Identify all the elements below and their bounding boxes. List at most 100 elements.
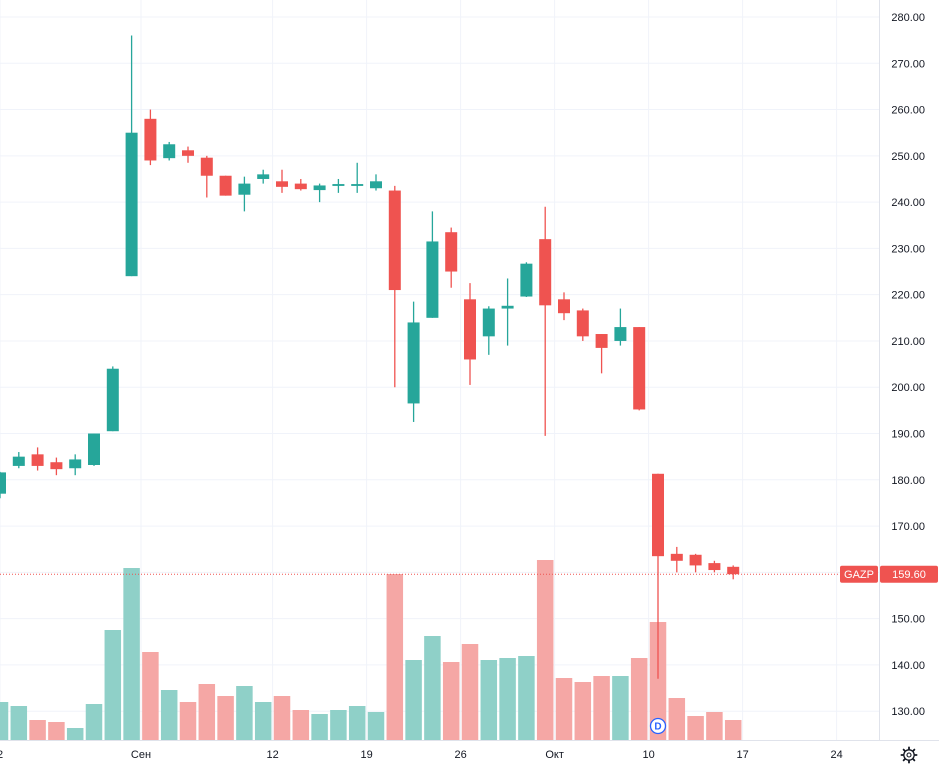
candle[interactable] xyxy=(200,155,213,198)
time-tick-label: 12 xyxy=(266,749,278,761)
candle[interactable] xyxy=(727,565,740,580)
price-tick-label: 210.00 xyxy=(891,336,925,348)
candle[interactable] xyxy=(106,366,119,432)
candle[interactable] xyxy=(125,35,138,277)
volume-bar xyxy=(555,678,573,740)
candle[interactable] xyxy=(558,292,570,321)
volume-bar xyxy=(292,710,310,740)
candle[interactable] xyxy=(332,178,345,193)
candle[interactable] xyxy=(576,308,589,341)
candle[interactable] xyxy=(426,211,439,318)
candle[interactable] xyxy=(0,471,6,499)
event-marker[interactable]: D xyxy=(649,717,667,735)
candle[interactable] xyxy=(88,433,100,466)
candle[interactable] xyxy=(689,553,702,573)
candle[interactable] xyxy=(595,334,608,374)
candle-body xyxy=(464,299,476,360)
time-tick-label: 26 xyxy=(454,749,466,761)
price-badge xyxy=(880,565,938,583)
candle[interactable] xyxy=(652,473,664,679)
candle-body xyxy=(670,553,683,561)
candle[interactable] xyxy=(388,185,401,388)
settings-gear-icon[interactable] xyxy=(900,746,918,764)
candle-body xyxy=(313,185,326,191)
candle-body xyxy=(501,305,514,309)
time-tick-label: 2 xyxy=(0,749,3,761)
candle-body xyxy=(426,241,439,318)
candle-body xyxy=(727,566,740,575)
volume-bar xyxy=(518,656,535,740)
candle[interactable] xyxy=(144,109,157,166)
candles xyxy=(0,35,740,679)
last-price-tag: GAZP 159.60 xyxy=(840,565,938,583)
candle[interactable] xyxy=(12,452,25,469)
candle[interactable] xyxy=(69,454,82,476)
volume-bar xyxy=(66,728,84,740)
dividend-event-icon[interactable] xyxy=(649,717,667,735)
price-tick-label: 240.00 xyxy=(891,197,925,209)
volume-bar xyxy=(330,710,347,740)
candle[interactable] xyxy=(163,141,176,161)
candle-body xyxy=(633,327,646,410)
time-tick-label: 17 xyxy=(736,749,748,761)
candle-body xyxy=(238,183,251,195)
candle[interactable] xyxy=(464,283,476,385)
volume-bar xyxy=(236,686,253,740)
candle[interactable] xyxy=(31,447,44,471)
candle[interactable] xyxy=(520,262,533,297)
candle-body xyxy=(125,132,138,277)
volume-bar xyxy=(724,720,742,740)
candle-body xyxy=(69,459,82,469)
candle-body xyxy=(200,157,213,176)
candle[interactable] xyxy=(238,176,251,212)
candle[interactable] xyxy=(351,162,364,193)
price-tick-label: 190.00 xyxy=(891,429,925,441)
candle-body xyxy=(219,175,232,196)
volume-bar xyxy=(386,574,404,740)
candle-body xyxy=(351,184,364,186)
volume-bar xyxy=(405,660,422,740)
candle[interactable] xyxy=(294,178,307,191)
volume-bar xyxy=(0,702,9,740)
candle[interactable] xyxy=(670,546,683,573)
candle[interactable] xyxy=(482,306,495,355)
candle[interactable] xyxy=(219,175,232,196)
price-tick-label: 260.00 xyxy=(891,105,925,117)
candle[interactable] xyxy=(633,327,646,411)
candle[interactable] xyxy=(276,169,288,193)
volume-bar xyxy=(367,712,385,740)
volume-bar xyxy=(668,698,686,740)
candle[interactable] xyxy=(313,183,326,203)
candle[interactable] xyxy=(407,301,420,422)
candle[interactable] xyxy=(445,227,458,288)
candle-body xyxy=(388,190,401,291)
event-label: D xyxy=(654,722,661,733)
candle[interactable] xyxy=(182,146,194,163)
candle-body xyxy=(294,183,307,190)
candle-body xyxy=(708,563,721,571)
ticker-badge xyxy=(840,565,878,583)
volume-bar xyxy=(612,676,629,740)
volume-bar xyxy=(630,658,648,740)
price-tick-label: 170.00 xyxy=(891,521,925,533)
volume-bar xyxy=(706,712,723,740)
volume-bar xyxy=(273,696,291,740)
price-tick-label: 150.00 xyxy=(891,614,925,626)
candle-body xyxy=(50,462,63,470)
volume-bar xyxy=(687,716,704,740)
candle-body xyxy=(689,554,702,566)
candle-body xyxy=(595,334,608,348)
candle[interactable] xyxy=(614,308,627,346)
candle[interactable] xyxy=(257,169,270,184)
volume-bar xyxy=(10,706,28,740)
candle[interactable] xyxy=(539,206,552,436)
candle-body xyxy=(576,310,589,337)
candle[interactable] xyxy=(50,457,63,476)
candle[interactable] xyxy=(708,560,721,573)
time-axis[interactable]: 2 Сен 12 19 26 Окт 10 17 24 xyxy=(0,749,843,761)
candle-body xyxy=(520,263,533,297)
candle[interactable] xyxy=(370,174,382,191)
candle[interactable] xyxy=(501,278,514,346)
